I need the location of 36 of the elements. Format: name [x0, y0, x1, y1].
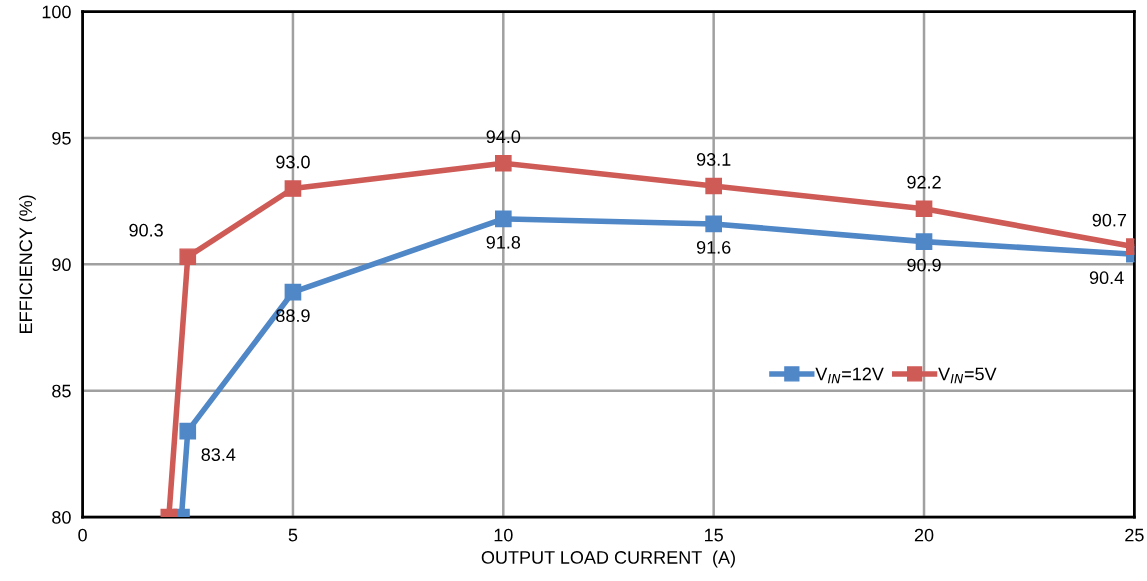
- data-label: 88.9: [276, 309, 310, 322]
- x-tick-label: 0: [78, 528, 87, 542]
- x-tick-label: 25: [1125, 528, 1144, 542]
- x-tick-label: 15: [705, 528, 723, 542]
- legend-label: V$_{IN}$=12V: [815, 367, 884, 384]
- point: [705, 215, 722, 233]
- y-tick-label: 95: [52, 131, 71, 145]
- y-tick-label: 90: [52, 258, 71, 272]
- point: [494, 154, 512, 172]
- x-axis-title: OUTPUT LOAD CURRENT (A): [481, 550, 735, 568]
- data-label: 90.9: [907, 258, 941, 272]
- data-label: 90.3: [129, 223, 163, 237]
- point: [284, 180, 302, 197]
- data-label: 91.8: [486, 235, 521, 249]
- x-tick-label: 10: [494, 528, 513, 542]
- legend-label: V$_{IN}$=5V: [938, 367, 997, 384]
- point: [179, 248, 197, 266]
- data-label: 94.0: [486, 130, 521, 144]
- point: [494, 210, 512, 228]
- point: [915, 233, 933, 250]
- data-label: 83.4: [201, 448, 236, 462]
- y-tick-label: 85: [52, 384, 71, 398]
- y-tick-label: 80: [52, 511, 71, 524]
- x-tick-label: 20: [914, 528, 934, 542]
- y-tick-label: 100: [42, 5, 71, 19]
- data-label: 90.4: [1089, 271, 1124, 285]
- point: [705, 177, 722, 195]
- data-label: 92.2: [907, 175, 941, 189]
- y-axis-title: EFFICIENCY (%): [18, 195, 36, 333]
- data-label: 93.1: [696, 153, 731, 166]
- data-label: 90.7: [1092, 213, 1127, 227]
- point: [915, 200, 933, 218]
- data-label: 91.6: [696, 240, 731, 254]
- data-label: 93.0: [276, 155, 310, 169]
- x-tick-label: 5: [288, 528, 298, 542]
- point: [284, 283, 302, 301]
